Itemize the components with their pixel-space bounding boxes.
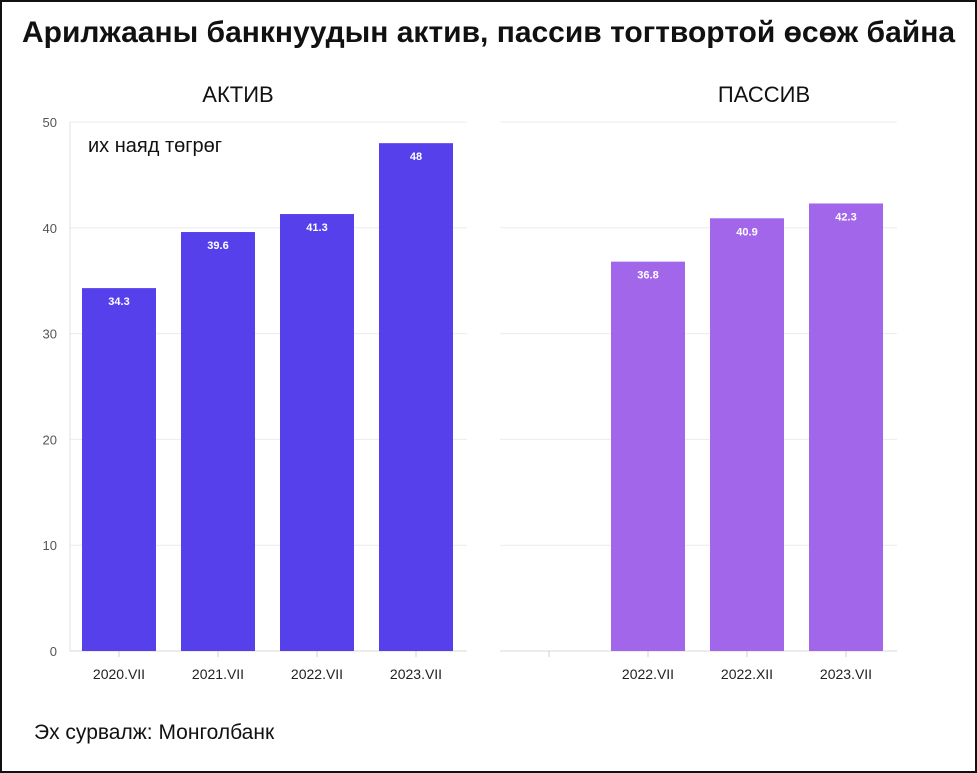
y-tick-label: 40 (43, 221, 57, 236)
aktiv-x-label: 2021.VII (192, 666, 244, 682)
aktiv-data-label: 39.6 (207, 240, 228, 252)
aktiv-bar (82, 288, 156, 651)
passiv-data-label: 40.9 (736, 226, 757, 238)
y-tick-label: 50 (43, 115, 57, 130)
aktiv-x-label: 2020.VII (93, 666, 145, 682)
passiv-data-label: 36.8 (637, 270, 658, 282)
aktiv-bar (181, 232, 255, 652)
aktiv-data-label: 41.3 (306, 222, 327, 234)
passiv-bar (611, 261, 685, 651)
chart-title: Арилжааны банкнуудын актив, пассив тогтв… (21, 16, 956, 49)
aktiv-panel-title: АКТИВ (202, 82, 274, 107)
aktiv-data-label: 48 (410, 151, 422, 163)
aktiv-bar (280, 214, 354, 651)
passiv-bar (809, 203, 883, 651)
passiv-bar (710, 218, 784, 651)
aktiv-bar (379, 143, 453, 651)
passiv-x-label: 2022.VII (622, 666, 674, 682)
y-tick-label: 10 (43, 538, 57, 553)
passiv-panel-title: ПАССИВ (717, 82, 811, 107)
source-note: Эх сурвалж: Монголбанк (34, 721, 275, 744)
aktiv-data-label: 34.3 (108, 296, 129, 308)
unit-label: их наяд төгрөг (88, 135, 223, 157)
y-tick-label: 20 (43, 432, 57, 447)
passiv-x-label: 2022.XII (721, 666, 773, 682)
y-tick-label: 0 (50, 644, 57, 659)
y-tick-label: 30 (43, 327, 57, 342)
aktiv-x-label: 2022.VII (291, 666, 343, 682)
passiv-data-label: 42.3 (835, 211, 856, 223)
passiv-x-label: 2023.VII (820, 666, 872, 682)
aktiv-x-label: 2023.VII (390, 666, 442, 682)
